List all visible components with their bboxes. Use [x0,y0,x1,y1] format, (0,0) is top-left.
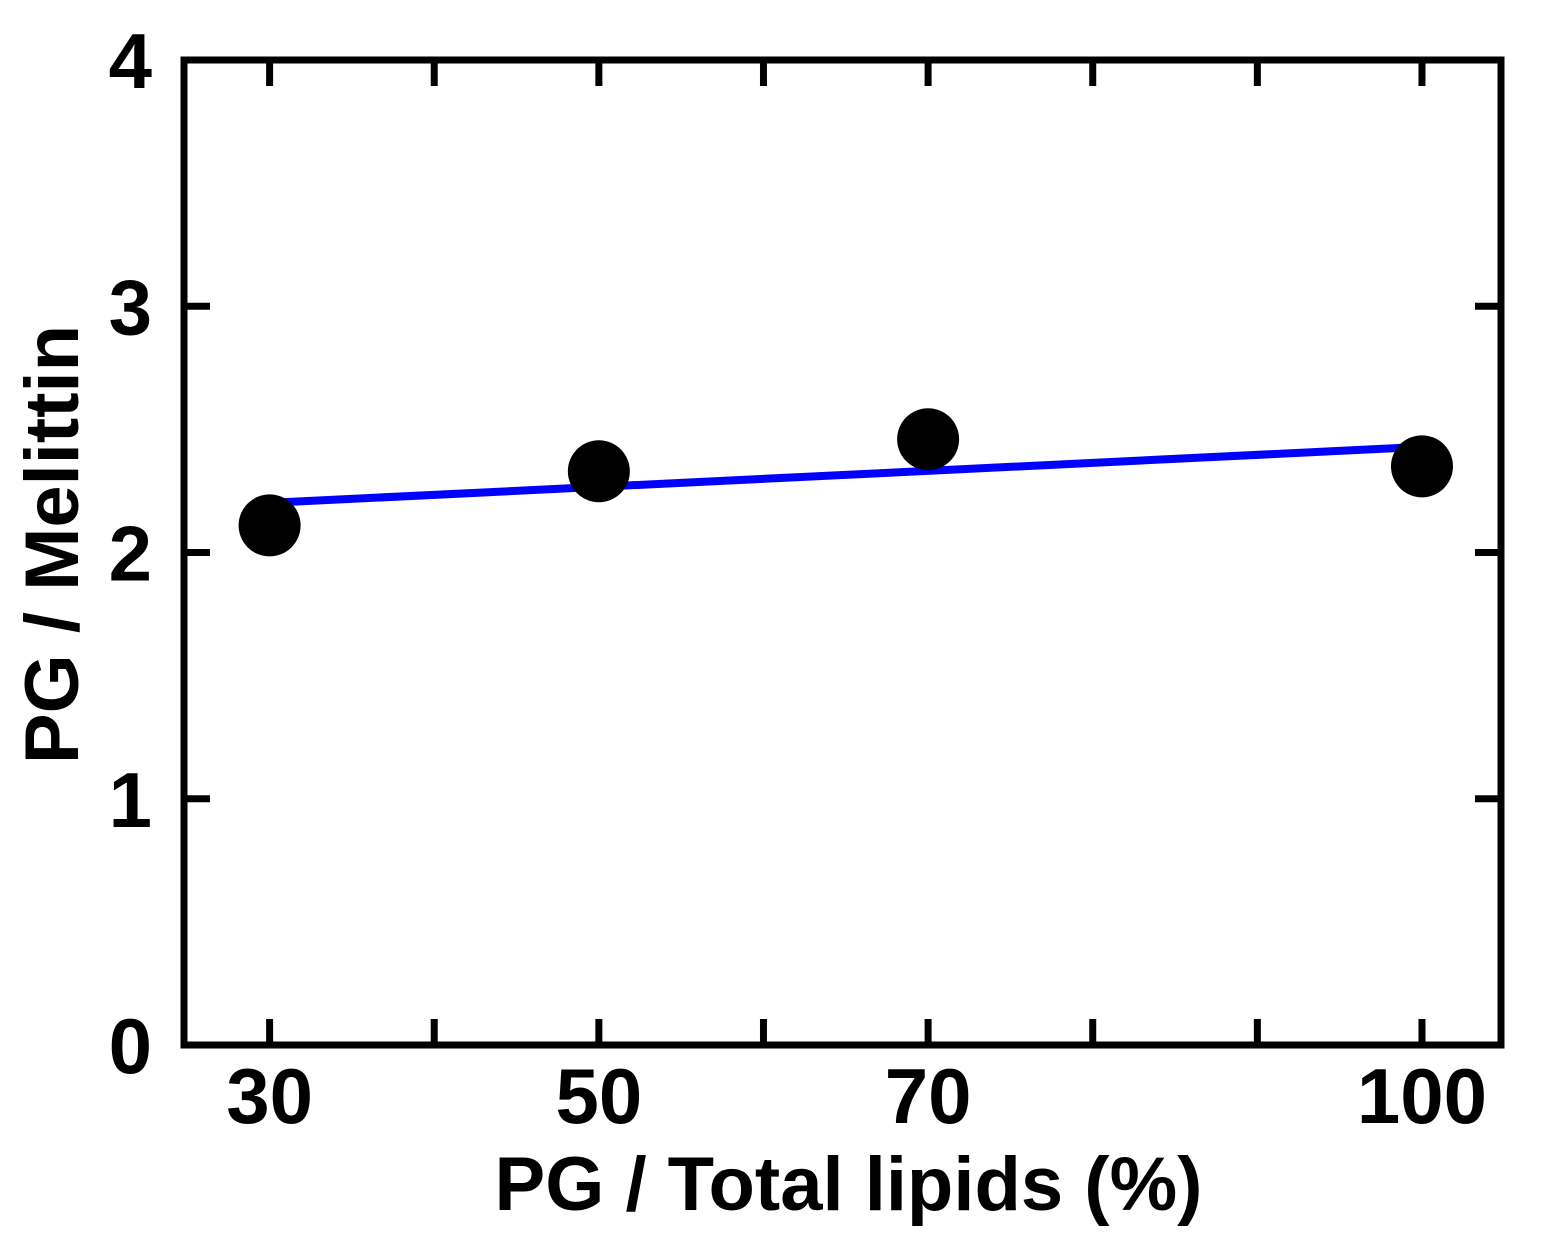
x-axis-label: PG / Total lipids (%) [495,1142,1203,1227]
x-tick-label-30: 30 [226,1052,313,1140]
y-tick-label-0: 0 [109,1002,152,1090]
data-point-30 [238,494,301,557]
data-point-50 [567,440,630,503]
y-tick-label-3: 3 [109,263,152,351]
tick-labels: 30 50 70 100 0 1 2 3 4 [109,17,1487,1140]
y-tick-label-4: 4 [109,17,152,105]
x-tick-label-50: 50 [555,1052,642,1140]
x-tick-label-100: 100 [1357,1052,1487,1140]
y-tick-label-2: 2 [109,510,152,598]
y-axis-label: PG / Melittin [10,325,95,764]
fit-line [261,442,1428,508]
y-tick-label-1: 1 [109,756,152,844]
axis-ticks [184,60,1501,1045]
data-point-100 [1390,435,1453,498]
data-marks [238,408,1453,557]
x-tick-label-70: 70 [885,1052,972,1140]
plot-frame [180,56,1505,1049]
data-point-70 [897,408,960,471]
